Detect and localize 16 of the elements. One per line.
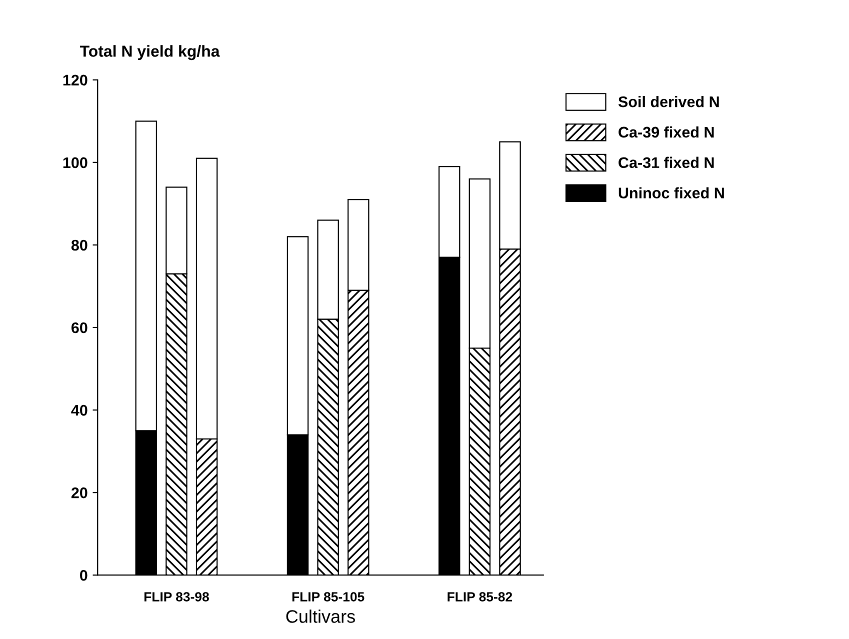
y-tick-label: 0 xyxy=(80,570,88,581)
y-tick-label: 120 xyxy=(63,74,88,86)
x-tick-label: FLIP 85-82 xyxy=(448,592,512,602)
y-tick-label: 20 xyxy=(71,487,88,498)
legend-label: Soil derived N xyxy=(618,96,719,108)
x-tick-label: FLIP 85-105 xyxy=(292,592,364,602)
legend-label: Ca-31 fixed N xyxy=(618,156,714,168)
y-axis-title: Total N yield kg/ha xyxy=(80,45,220,60)
y-tick-label: 60 xyxy=(71,322,88,334)
y-tick-label: 40 xyxy=(71,404,88,416)
y-tick-label: 100 xyxy=(63,157,88,168)
y-tick-label: 80 xyxy=(71,240,88,251)
legend-label: Ca-39 fixed N xyxy=(618,126,714,138)
x-axis-title: Cultivars xyxy=(286,610,355,623)
legend-label: Uninoc fixed N xyxy=(618,187,724,198)
x-tick-label: FLIP 83-98 xyxy=(144,592,209,602)
